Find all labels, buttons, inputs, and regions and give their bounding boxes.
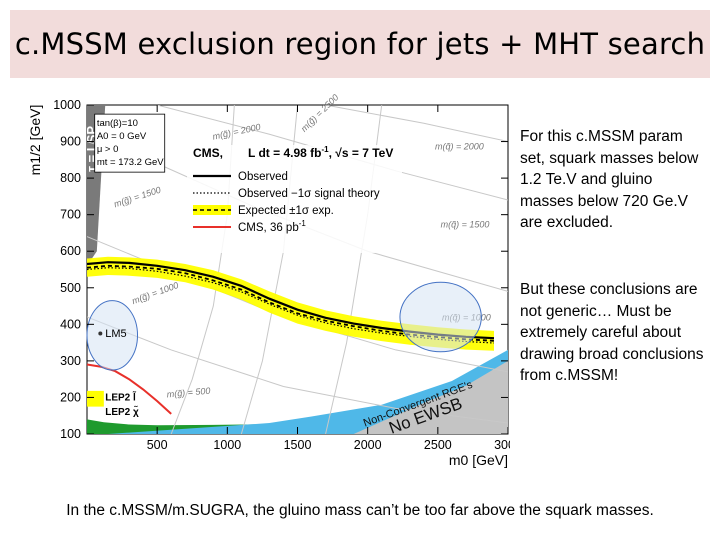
highlight-squark1000 (399, 281, 482, 353)
lep2-slepton-label: LEP2 l̃ (105, 390, 136, 403)
legend-label: Observed (238, 171, 288, 183)
legend-label: Observed −1σ signal theory (238, 188, 380, 200)
no-ewsb-region (353, 360, 508, 434)
y-tick-label: 300 (60, 354, 81, 368)
y-tick-label: 900 (60, 135, 81, 149)
y-axis-label: m1/2 [GeV] (27, 105, 43, 176)
mass-contour-label: m(q̃) = 1500 (441, 219, 490, 229)
gluino-contour-line (325, 105, 508, 143)
x-tick-label: 2000 (354, 438, 382, 452)
legend-entry: CMS, 36 pb-1 (193, 219, 306, 234)
slide-title-bar: c.MSSM exclusion region for jets + MHT s… (10, 10, 710, 78)
y-tick-label: 1000 (53, 98, 81, 112)
y-tick-label: 100 (60, 427, 81, 441)
parameter-line: tan(β)=10 (97, 118, 138, 129)
y-tick-label: 700 (60, 208, 81, 222)
parameter-box: tan(β)=10 A0 = 0 GeV μ > 0 mt = 173.2 GeV (94, 113, 166, 173)
legend-background (187, 145, 402, 253)
side-note-caveat: But these conclusions are not generic… M… (520, 281, 704, 385)
legend-label: CMS, 36 pb-1 (238, 219, 306, 234)
x-tick-label: 2500 (424, 438, 452, 452)
mass-contour-label: m(q̃) = 2000 (435, 142, 484, 152)
lep2-chargino-label: LEP2 χ̃ (105, 405, 139, 418)
parameter-line: μ > 0 (97, 144, 119, 155)
highlight-lm5 (86, 300, 139, 371)
side-note-exclusion: For this c.MSSM param set, squark masses… (520, 128, 699, 232)
legend-entry: Expected ±1σ exp. (193, 205, 334, 217)
legend-label: Expected ±1σ exp. (238, 205, 334, 217)
expected-band (87, 256, 494, 351)
x-tick-label: 1500 (284, 438, 312, 452)
x-tick-label: 1000 (213, 438, 241, 452)
legend-entry: Observed (193, 171, 288, 183)
x-tick-label: 500 (147, 438, 168, 452)
parameter-line: mt = 173.2 GeV (97, 157, 164, 168)
legend-swatch-band (193, 205, 231, 215)
y-tick-label: 200 (60, 390, 81, 404)
mass-contour-label: m(g̃) = 500 (166, 386, 210, 400)
y-tick-label: 600 (60, 244, 81, 258)
slide-title: c.MSSM exclusion region for jets + MHT s… (14, 27, 706, 61)
y-tick-label: 800 (60, 171, 81, 185)
parameter-line: A0 = 0 GeV (97, 131, 147, 142)
legend-cms-header: CMS, (193, 146, 223, 160)
x-tick-label: 3000 (494, 438, 510, 452)
legend-entry: Observed −1σ signal theory (193, 188, 380, 200)
y-tick-label: 500 (60, 281, 81, 295)
slide-caption: In the c.MSSM/m.SUGRA, the gluino mass c… (66, 502, 654, 519)
lm5-label: LM5 (105, 328, 126, 340)
y-tick-label: 400 (60, 317, 81, 331)
gluino-contour-line (87, 316, 508, 424)
lep2-slepton-region (87, 390, 104, 407)
x-axis-label: m0 [GeV] (449, 452, 508, 468)
legend-lumi: L dt = 4.98 fb-1, √s = 7 TeV (248, 145, 393, 160)
lm5-marker (98, 331, 103, 336)
parameter-box-frame (94, 113, 166, 173)
